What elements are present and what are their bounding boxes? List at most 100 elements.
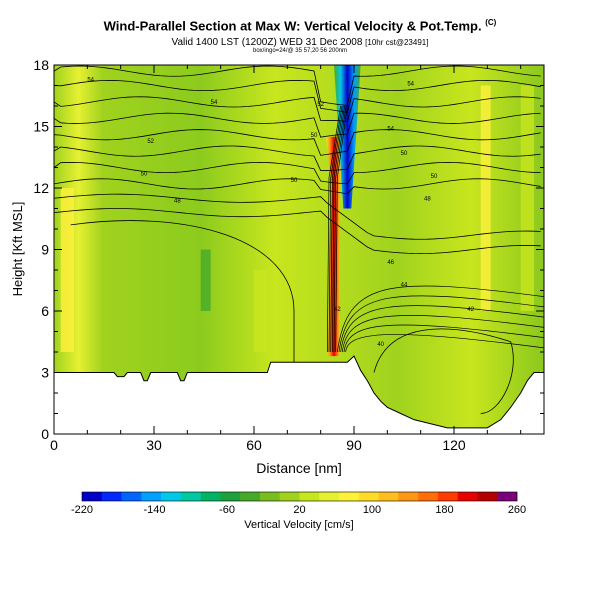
potential-temperature-contours (54, 65, 544, 414)
contour-label: 50 (141, 172, 148, 178)
chart-title: Wind-Parallel Section at Max W: Vertical… (103, 18, 497, 34)
contour-label: 44 (401, 282, 408, 288)
contour-labels: 54 54 52 54 54 52 50 50 50 50 50 48 48 46 44 42 42 40 (87, 77, 474, 347)
contour-label: 48 (424, 196, 431, 202)
colorbar-tick-label: -140 (143, 504, 165, 516)
y-tick-label: 0 (41, 426, 49, 442)
x-tick-label: 120 (442, 437, 466, 453)
colorbar-swatch (299, 492, 320, 501)
colorbar-swatch (82, 492, 103, 501)
colorbar-swatch (497, 492, 518, 501)
colorbar-swatch (418, 492, 439, 501)
field-patch (200, 249, 211, 311)
colorbar-tick-label: 20 (293, 504, 305, 516)
x-tick-label: 0 (50, 437, 58, 453)
theta-contour (345, 334, 544, 353)
y-tick-label: 18 (33, 57, 49, 73)
theta-contour (54, 208, 541, 255)
colorbar-label: Vertical Velocity [cm/s] (244, 519, 353, 531)
theta-contour (335, 105, 348, 353)
theta-contour (373, 328, 514, 414)
colorbar-swatch (398, 492, 419, 501)
y-tick-label: 6 (41, 303, 49, 319)
colorbar-frame (81, 491, 518, 502)
contour-label: 42 (467, 307, 474, 313)
contour-label: 54 (87, 77, 94, 83)
x-axis-label: Distance [nm] (256, 460, 342, 476)
contour-label: 50 (401, 151, 408, 157)
y-tick-label: 9 (41, 242, 49, 258)
contour-label: 50 (431, 174, 438, 180)
contour-label: 42 (334, 307, 341, 313)
theta-contour (54, 96, 541, 122)
theta-contour (54, 193, 541, 240)
theta-contour (343, 324, 544, 353)
downdraft-plume (334, 65, 361, 209)
colorbar-swatch (279, 492, 300, 501)
theta-contour (340, 305, 544, 353)
x-tick-label: 60 (246, 437, 262, 453)
colorbar-tick-label: 180 (435, 504, 453, 516)
contour-label: 54 (407, 82, 414, 88)
colorbar-swatch (220, 492, 241, 501)
colorbar-swatch (457, 492, 478, 501)
y-tick-label: 12 (33, 180, 49, 196)
theta-contour (328, 105, 343, 353)
contour-label: 50 (291, 178, 298, 184)
theta-contour (54, 178, 541, 195)
y-axis: 0 3 6 9 12 15 18 (33, 57, 544, 442)
colorbar-swatch (319, 492, 340, 501)
theta-contour (326, 105, 342, 353)
colorbar-swatch (437, 492, 458, 501)
y-tick-label: 15 (33, 119, 49, 135)
colorbar-swatch (101, 492, 122, 501)
colorbar-swatch (477, 492, 498, 501)
theta-contour (338, 295, 544, 353)
colorbar-tick-label: 260 (508, 504, 526, 516)
contour-label: 54 (211, 100, 218, 106)
contour-label: 48 (174, 198, 181, 204)
field-patch (480, 85, 491, 311)
contour-label: 52 (317, 102, 324, 108)
colorbar-swatch (121, 492, 142, 501)
colorbar-swatch (180, 492, 201, 501)
terrain (53, 355, 545, 435)
contour-label: 50 (311, 133, 318, 139)
field-patch (254, 270, 268, 352)
colorbar-swatch (200, 492, 221, 501)
theta-contour (330, 105, 344, 353)
y-tick-label: 3 (41, 365, 49, 381)
chart-subtitle: Valid 1400 LST (1200Z) WED 31 Dec 2008 [… (171, 37, 429, 48)
theta-contour (54, 145, 541, 171)
colorbar-tick-label: -220 (71, 504, 93, 516)
field-patch (60, 188, 74, 352)
field-patch (520, 85, 534, 311)
contour-label: 52 (147, 139, 154, 145)
theta-contour (70, 220, 295, 363)
colorbar-swatch (240, 492, 261, 501)
colorbar-swatch (259, 492, 281, 501)
theta-contour (341, 315, 544, 353)
colorbar-swatch (339, 492, 360, 501)
theta-contour (54, 79, 541, 113)
theta-contour (54, 161, 541, 185)
theta-contour (54, 112, 541, 138)
colorbar-tick-label: 100 (363, 504, 381, 516)
x-axis: 0 30 60 90 120 (50, 65, 522, 453)
colorbar-swatch (378, 492, 399, 501)
theta-contour (54, 129, 541, 156)
x-tick-label: 30 (146, 437, 162, 453)
contour-label: 54 (387, 127, 394, 133)
colorbar-swatch (161, 492, 182, 501)
theta-contour (336, 285, 544, 353)
contour-label: 40 (377, 342, 384, 348)
theta-contour (333, 105, 347, 353)
colorbar-tick-label: -60 (219, 504, 235, 516)
colorbar-swatch (141, 492, 162, 501)
y-axis-label: Height [Kft MSL] (10, 202, 25, 297)
colorbar-swatch (358, 492, 379, 501)
theta-contour (54, 65, 541, 106)
chart-meta: box/ingo=24/@ 35 57,20 56 200nm (253, 48, 347, 54)
theta-contour (331, 105, 346, 353)
